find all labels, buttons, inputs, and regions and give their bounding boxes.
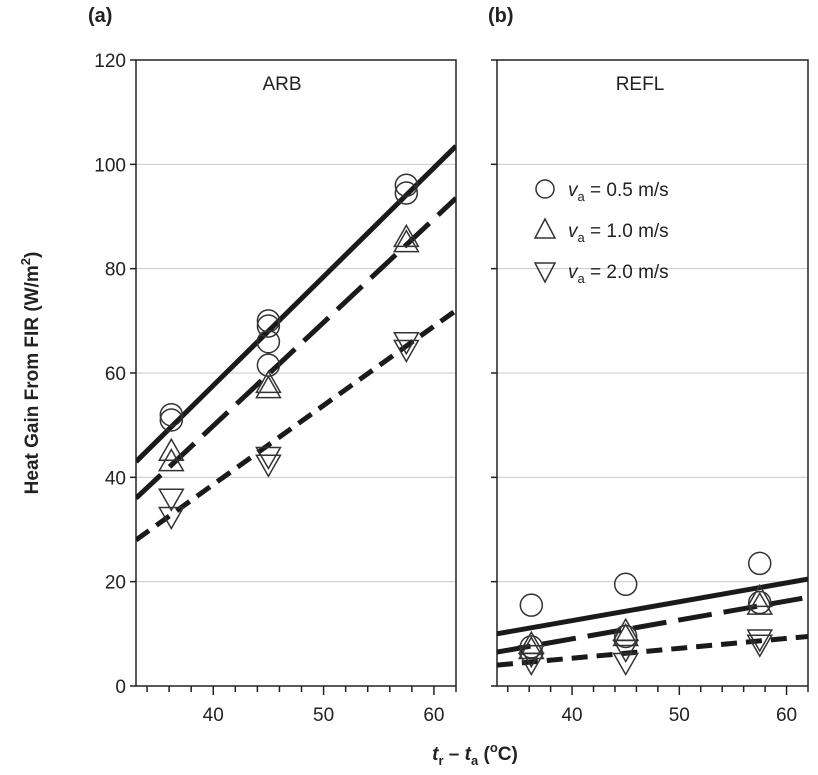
data-point-triangle-up — [158, 448, 185, 472]
panel-title-arb: ARB — [262, 74, 301, 95]
data-point-triangle-down — [393, 339, 420, 364]
x-axis-title-sup: o — [490, 740, 498, 755]
x-axis-title-open: ( — [478, 744, 490, 765]
x-tick-label: 50 — [313, 705, 334, 726]
legend-triangle-down-icon — [533, 262, 557, 284]
legend-sub-1: a — [578, 230, 586, 245]
fit-line-short-dash — [497, 633, 808, 668]
legend-triangle-up-icon — [533, 217, 557, 239]
data-point-triangle-up — [393, 223, 420, 248]
legend-circle-icon — [535, 179, 555, 199]
x-axis-title-close: C) — [498, 744, 518, 765]
legend-text-1: = 1.0 m/s — [585, 221, 669, 242]
data-point-circle — [747, 590, 772, 615]
legend-item-2: va = 2.0 m/s — [533, 262, 669, 286]
x-tick-label: 60 — [423, 705, 444, 726]
x-tick-label: 50 — [669, 705, 690, 726]
data-point-triangle-down — [393, 331, 420, 356]
panel-title-refl: REFL — [616, 74, 665, 95]
legend-text-2: = 2.0 m/s — [585, 262, 669, 283]
data-point-triangle-up — [518, 635, 545, 660]
data-point-triangle-up — [255, 375, 282, 399]
y-tick-label: 60 — [105, 364, 126, 385]
data-point-circle — [394, 181, 419, 205]
legend-var-0: v — [568, 180, 579, 201]
data-point-triangle-up — [746, 583, 774, 608]
data-point-triangle-down — [158, 506, 185, 530]
y-axis-title-sup: 2 — [18, 258, 33, 265]
y-tick-label: 40 — [105, 468, 126, 489]
legend-sub-2: a — [578, 271, 586, 286]
legend-sub-0: a — [578, 189, 586, 204]
y-axis-title: Heat Gain From FIR (W/m2) — [18, 252, 43, 495]
data-point-circle — [256, 314, 281, 338]
x-axis-title: tr – ta (oC) — [432, 740, 518, 768]
data-point-triangle-down — [612, 639, 639, 663]
legend-var-2: v — [568, 262, 579, 283]
legend-item-1: va = 1.0 m/s — [533, 217, 669, 245]
data-point-triangle-up — [255, 369, 282, 394]
panel-a: 0 20 40 60 80 100 120 40 50 60 — [94, 51, 457, 726]
x-tick-label: 40 — [203, 705, 224, 726]
legend-label-1: va = 1.0 m/s — [568, 221, 669, 245]
data-point-triangle-down — [158, 488, 185, 512]
data-point-circle — [256, 309, 281, 333]
fit-line-solid — [497, 576, 808, 637]
y-tick-label: 100 — [94, 155, 126, 176]
legend-label-2: va = 2.0 m/s — [568, 262, 669, 286]
data-point-triangle-up — [158, 437, 185, 461]
data-point-triangle-down — [612, 652, 639, 677]
data-point-triangle-down — [255, 446, 282, 470]
data-point-triangle-up — [746, 591, 774, 615]
panel-label-a: (a) — [88, 5, 112, 27]
fit-line-short-dash — [136, 308, 456, 542]
x-axis-title-r: r — [438, 753, 443, 768]
x-axis-title-t2: t — [465, 744, 472, 765]
y-tick-label: 80 — [105, 260, 126, 281]
legend-var-1: v — [568, 221, 579, 242]
data-point-circle — [519, 593, 544, 617]
data-point-circle — [613, 572, 638, 597]
x-axis-title-t: t — [432, 744, 439, 765]
data-point-triangle-up — [393, 229, 420, 253]
data-point-triangle-up — [612, 622, 639, 647]
y-tick-label: 120 — [94, 51, 126, 72]
x-axis-title-dash: – — [444, 744, 465, 765]
y-axis-title-main: Heat Gain From FIR (W/m — [22, 265, 43, 494]
data-point-triangle-down — [518, 644, 545, 669]
data-point-circle — [159, 402, 184, 427]
y-tick-label: 20 — [105, 573, 126, 594]
data-point-triangle-down — [746, 634, 774, 658]
panel-b: 40 50 60 — [491, 59, 809, 726]
x-axis-title-a: a — [471, 753, 479, 768]
y-tick-label: 0 — [115, 677, 126, 698]
data-point-circle — [394, 173, 419, 197]
fit-line-long-dash — [136, 196, 456, 501]
legend-text-0: = 0.5 m/s — [585, 180, 669, 201]
y-axis-title-end: ) — [22, 252, 43, 258]
panel-label-b: (b) — [488, 5, 514, 27]
legend: va = 0.5 m/s va = 1.0 m/s va = 2.0 m/s — [533, 179, 669, 286]
data-point-circle — [159, 408, 184, 432]
data-point-triangle-down — [518, 652, 545, 677]
data-point-triangle-down — [255, 454, 282, 478]
fit-line-solid — [136, 144, 456, 464]
legend-label-0: va = 0.5 m/s — [568, 180, 669, 204]
x-tick-label: 40 — [561, 705, 582, 726]
x-tick-label: 60 — [776, 705, 797, 726]
data-point-triangle-down — [746, 629, 774, 653]
legend-item-0: va = 0.5 m/s — [535, 179, 669, 204]
data-point-circle — [256, 329, 281, 354]
data-point-circle — [747, 551, 772, 576]
